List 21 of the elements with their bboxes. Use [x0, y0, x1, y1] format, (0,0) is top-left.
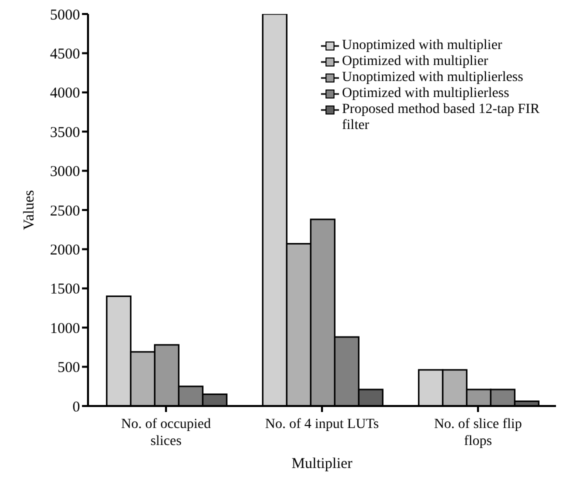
y-tick-label: 1000 — [50, 320, 80, 337]
legend-label: Unoptimized with multiplier — [342, 38, 502, 54]
legend-label: Optimized with multiplier — [342, 54, 488, 70]
y-tick-label: 4500 — [50, 46, 80, 63]
y-tick-label: 500 — [58, 360, 80, 376]
x-tick-label: No. of 4 input LUTs — [265, 417, 379, 432]
legend-label: Proposed method based 12-tap FIR filter — [342, 102, 541, 134]
legend-label: Optimized with multiplierless — [342, 86, 510, 102]
y-tick-label: 2000 — [50, 242, 80, 259]
legend-label: Unoptimized with multiplierless — [342, 70, 524, 86]
y-tick-label: 4000 — [50, 86, 80, 102]
x-tick-label: No. of slice flip flops — [434, 417, 522, 449]
y-tick-label: 2500 — [50, 203, 80, 220]
y-tick-label: 0 — [72, 399, 80, 416]
y-tick-label: 5000 — [50, 7, 80, 24]
y-tick-label: 1500 — [50, 282, 80, 298]
y-axis-title: Values — [21, 190, 38, 230]
y-tick-label: 3500 — [50, 124, 80, 141]
x-axis-title: Multiplier — [292, 456, 352, 472]
x-tick-label: No. of occupied slices — [121, 417, 211, 449]
y-tick-label: 3000 — [50, 164, 80, 180]
